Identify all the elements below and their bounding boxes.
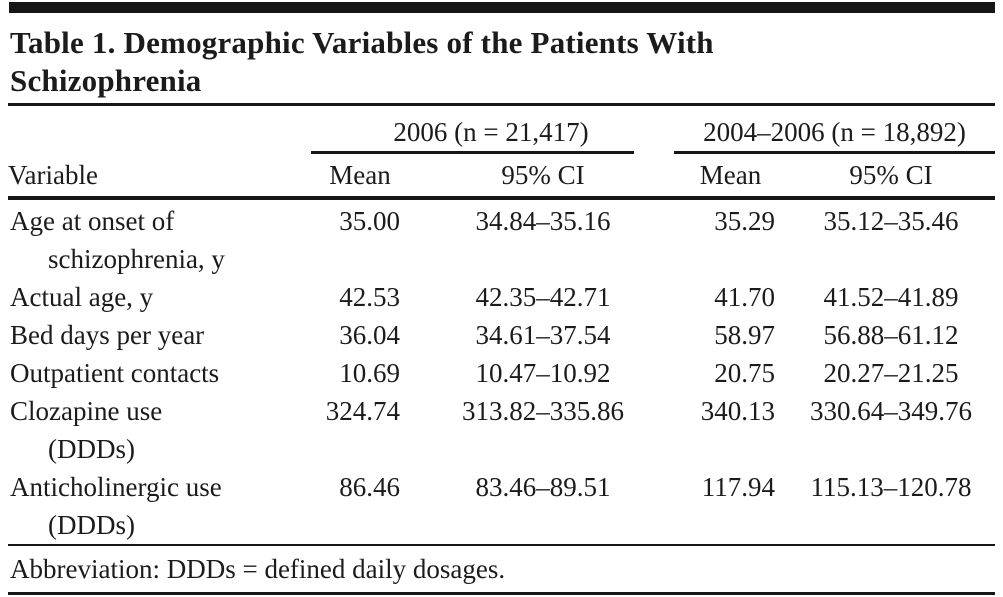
table-footnote: Abbreviation: DDDs = defined daily dosag…	[10, 554, 506, 584]
table-row-age-at-onset: Age at onset of schizophrenia, y 35.00 3…	[8, 198, 995, 278]
variable-cell: Outpatient contacts	[10, 358, 220, 388]
mean-2006-cell: 10.69	[339, 358, 400, 388]
variable-cell: Actual age, y	[10, 282, 154, 312]
mean-2004-2006-cell: 20.75	[714, 358, 775, 388]
mean-2006-cell: 324.74	[325, 396, 400, 426]
group-header-2006-rule	[311, 151, 634, 154]
ci-2004-2006-cell: 20.27–21.25	[823, 358, 959, 388]
column-group-header-row: 2006 (n = 21,417) 2004–2006 (n = 18,892)	[8, 106, 995, 154]
ci-2004-2006-cell: 41.52–41.89	[823, 282, 959, 312]
table-row-bed-days: Bed days per year 36.04 34.61–37.54 58.9…	[8, 316, 995, 354]
variable-cell: Age at onset of schizophrenia, y	[8, 198, 308, 278]
table-title: Table 1. Demographic Variables of the Pa…	[10, 24, 995, 100]
group-header-2006: 2006 (n = 21,417)	[308, 106, 674, 154]
ci-2006-cell: 83.46–89.51	[475, 472, 611, 502]
ci-2006-cell: 10.47–10.92	[475, 358, 611, 388]
table-title-line1: Table 1. Demographic Variables of the Pa…	[10, 25, 714, 60]
demographics-table: 2006 (n = 21,417) 2004–2006 (n = 18,892)…	[8, 106, 995, 544]
mean-2006-cell: 86.46	[339, 472, 400, 502]
mean-2006-cell: 42.53	[339, 282, 400, 312]
mean-2004-2006-cell: 117.94	[701, 472, 775, 502]
variable-line2: (DDDs)	[48, 510, 135, 540]
top-rule-bar	[9, 2, 995, 13]
column-header-ci-2006: 95% CI	[501, 159, 585, 190]
variable-line1: Clozapine use	[10, 396, 163, 426]
table-title-line2: Schizophrenia	[10, 63, 202, 98]
variable-cell: Anticholinergic use (DDDs)	[8, 468, 308, 544]
column-header-mean-2006: Mean	[329, 159, 391, 190]
ci-2006-cell: 34.61–37.54	[475, 320, 611, 350]
mean-2004-2006-cell: 340.13	[700, 396, 775, 426]
table-row-anticholinergic-use: Anticholinergic use (DDDs) 86.46 83.46–8…	[8, 468, 995, 544]
title-divider-rule	[8, 103, 995, 106]
ci-2006-cell: 34.84–35.16	[475, 206, 611, 236]
bottom-rule	[8, 592, 995, 595]
ci-2004-2006-cell: 115.13–120.78	[810, 472, 972, 502]
ci-2006-cell: 313.82–335.86	[462, 396, 624, 426]
column-header-ci-2004-2006: 95% CI	[849, 159, 933, 190]
mean-2004-2006-cell: 58.97	[714, 320, 775, 350]
variable-cell: Bed days per year	[10, 320, 205, 350]
mean-2004-2006-cell: 41.70	[714, 282, 775, 312]
mean-2006-cell: 36.04	[339, 320, 400, 350]
table-row-actual-age: Actual age, y 42.53 42.35–42.71 41.70 41…	[8, 278, 995, 316]
ci-2004-2006-cell: 56.88–61.12	[823, 320, 959, 350]
variable-cell: Clozapine use (DDDs)	[8, 392, 308, 468]
table-row-clozapine-use: Clozapine use (DDDs) 324.74 313.82–335.8…	[8, 392, 995, 468]
group-header-2004-2006: 2004–2006 (n = 18,892)	[674, 106, 995, 154]
column-header-row: Variable Mean 95% CI Mean 95% CI	[8, 154, 995, 198]
column-header-variable: Variable	[8, 159, 98, 190]
group-header-2004-2006-rule	[674, 151, 995, 154]
footnote-divider-rule	[8, 544, 995, 546]
variable-line2: schizophrenia, y	[48, 244, 225, 274]
variable-line1: Anticholinergic use	[10, 472, 222, 502]
group-header-2004-2006-label: 2004–2006 (n = 18,892)	[703, 117, 966, 147]
ci-2004-2006-cell: 35.12–35.46	[823, 206, 959, 236]
mean-2004-2006-cell: 35.29	[714, 206, 775, 236]
table-row-outpatient-contacts: Outpatient contacts 10.69 10.47–10.92 20…	[8, 354, 995, 392]
group-header-2006-label: 2006 (n = 21,417)	[393, 117, 589, 147]
mean-2006-cell: 35.00	[339, 206, 400, 236]
variable-line1: Age at onset of	[10, 206, 175, 236]
column-header-mean-2004-2006: Mean	[699, 159, 762, 190]
variable-line2: (DDDs)	[48, 434, 135, 464]
empty-corner-cell	[8, 106, 308, 154]
ci-2006-cell: 42.35–42.71	[475, 282, 611, 312]
ci-2004-2006-cell: 330.64–349.76	[810, 396, 972, 426]
